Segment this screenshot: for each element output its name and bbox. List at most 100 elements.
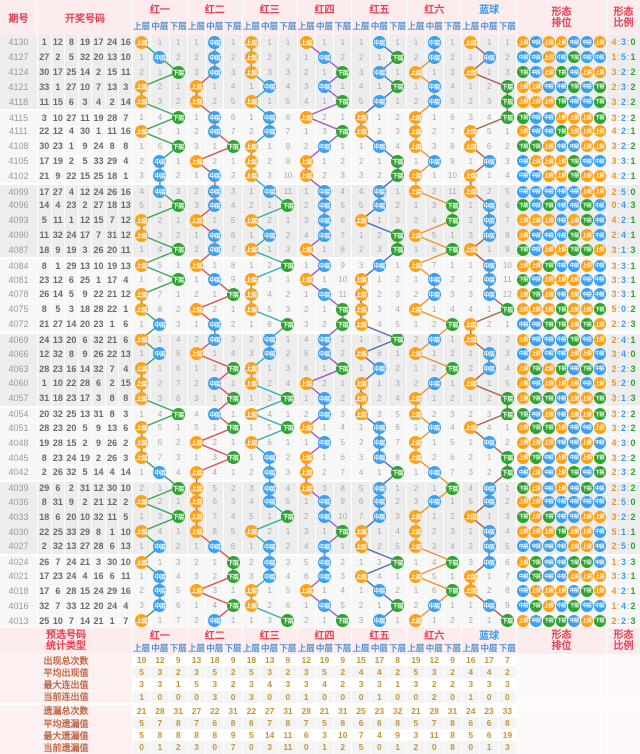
layer-ball: 中层 (427, 35, 441, 49)
layer-cell: 下层 (279, 316, 297, 332)
layer-ball: 上层 (299, 154, 313, 168)
stats-value: 3 (407, 678, 425, 691)
winning-number: 8 (105, 390, 119, 406)
winning-number: 7 (51, 598, 65, 614)
layer-cell: 3 (389, 287, 407, 302)
winning-number: 9 (51, 168, 65, 184)
stats-value: 0 (334, 690, 352, 703)
paiwei-ball: 上层 (530, 525, 543, 538)
paiwei-ball: 中层 (593, 273, 606, 286)
stats-value: 3 (242, 678, 260, 691)
numbers-header: 开奖号码 (38, 0, 132, 35)
layer-cell: 中层 (261, 494, 279, 510)
winning-number: 23 (38, 272, 51, 287)
winning-number: 23 (65, 390, 78, 406)
layer-cell: 1 (224, 613, 242, 628)
winning-number: 7 (119, 613, 132, 628)
layer-cell: 1 (389, 183, 407, 199)
layer-cell: 4 (297, 539, 315, 554)
ratio-cell: 4:2:1 (607, 212, 640, 228)
layer-ball: 中层 (482, 154, 496, 168)
paiwei-ball: 上层 (593, 169, 606, 182)
layer-ball: 中层 (208, 198, 222, 212)
layer-cell: 2 (187, 242, 206, 258)
group-header: 红六 (407, 0, 462, 17)
layer-ball: 中层 (317, 599, 331, 613)
issue-cell: 4072 (0, 316, 37, 332)
stats-group-header: 蓝球 (462, 628, 516, 641)
layer-cell: 下层 (169, 272, 187, 287)
stats-value: 8 (334, 717, 352, 730)
layer-cell: 中层 (206, 227, 224, 243)
layer-cell: 3 (279, 301, 297, 317)
paiwei-ball: 上层 (555, 111, 568, 124)
layer-cell: 上层 (407, 257, 425, 273)
layer-cell: 1 (425, 168, 443, 184)
layer-cell: 2 (315, 168, 334, 184)
layer-cell: 中层 (206, 168, 224, 184)
layer-ball: 中层 (263, 185, 277, 199)
layer-ball: 中层 (317, 407, 331, 421)
paiwei-ball: 上层 (542, 599, 555, 612)
layer-cell: 3 (242, 568, 260, 584)
winning-number: 5 (65, 49, 78, 65)
layer-cell: 3 (187, 198, 206, 213)
stats-value: 8 (498, 717, 516, 730)
layer-cell: 上层 (297, 583, 315, 599)
winning-number: 14 (65, 316, 78, 332)
paiwei-cell: 中层 上层 上层 上层 中层 下层 上层 (517, 583, 606, 599)
layer-cell: 中层 (151, 464, 169, 480)
stats-type-header: 预选号码 统计类型 (0, 628, 132, 654)
layer-ball: 上层 (354, 569, 368, 583)
layer-cell: 4 (480, 420, 498, 436)
layer-cell: 中层 (425, 375, 443, 391)
layer-ball: 中层 (263, 555, 277, 569)
paiwei-ball: 上层 (580, 347, 593, 360)
layer-cell: 10 (334, 509, 352, 525)
layer-cell: 1 (133, 405, 151, 421)
layer-cell: 1 (315, 153, 334, 169)
layer-ball: 下层 (445, 362, 459, 376)
layer-cell: 3 (315, 479, 334, 495)
ratio-cell: 1:4:2 (607, 598, 640, 614)
layer-cell: 2 (206, 94, 224, 110)
stats-value: 33 (498, 704, 516, 717)
paiwei-ball: 中层 (530, 273, 543, 286)
paiwei-ball: 下层 (593, 408, 606, 421)
layer-cell: 2 (370, 539, 388, 554)
paiwei-ball: 下层 (530, 392, 543, 405)
layer-cell: 1 (187, 361, 206, 376)
layer-cell: 上层 (242, 94, 260, 110)
layer-cell: 3 (352, 450, 370, 465)
layer-cell: 1 (133, 109, 151, 124)
layer-cell: 中层 (261, 450, 279, 465)
layer-cell: 3 (169, 450, 187, 465)
stats-value: 25 (352, 704, 370, 717)
layer-cell: 4 (279, 79, 297, 95)
layer-cell: 5 (261, 420, 279, 436)
layer-cell: 上层 (133, 287, 151, 302)
paiwei-ball: 中层 (542, 185, 555, 198)
layer-ball: 中层 (317, 555, 331, 569)
layer-cell: 2 (169, 227, 187, 243)
layer-cell: 3 (261, 64, 279, 80)
paiwei-ball: 中层 (593, 229, 606, 242)
stats-value: 4 (462, 666, 480, 679)
layer-ball: 中层 (208, 35, 222, 49)
layer-cell: 6 (151, 138, 169, 154)
winning-number: 12 (105, 494, 119, 510)
layer-cell: 3 (370, 553, 388, 569)
layer-ball: 上层 (354, 525, 368, 539)
layer-cell: 中层 (261, 479, 279, 495)
winning-number: 20 (38, 405, 51, 421)
stats-value: 0 (187, 690, 206, 703)
layer-ball: 上层 (354, 124, 368, 138)
layer-cell: 1 (498, 123, 516, 139)
layer-cell: 上层 (187, 153, 206, 169)
paiwei-ball: 下层 (580, 214, 593, 227)
paiwei-ball: 中层 (555, 510, 568, 523)
layer-cell: 2 (352, 153, 370, 169)
layer-subheader: 下层 (224, 17, 242, 35)
winning-number: 1 (38, 375, 51, 391)
winning-number: 19 (65, 242, 78, 258)
